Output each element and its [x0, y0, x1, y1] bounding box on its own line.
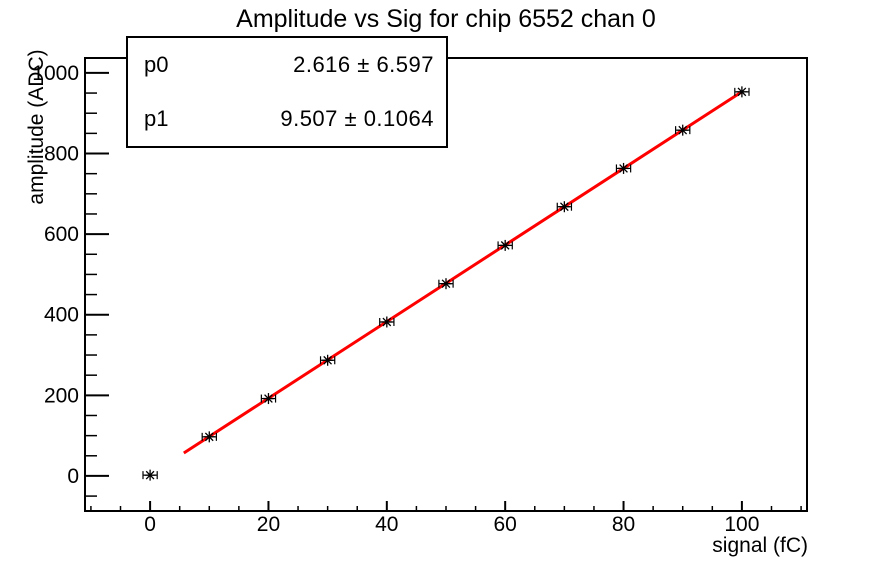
data-point: [675, 124, 691, 136]
x-tick-label: 60: [494, 513, 517, 536]
marker-asterisk: [382, 317, 392, 327]
param-name-p0: p0: [144, 52, 169, 77]
fit-line: [183, 90, 743, 455]
y-tick-label: 400: [44, 304, 79, 327]
marker-asterisk: [145, 470, 155, 480]
y-axis-title: amplitude (ADC): [25, 49, 48, 204]
data-point: [615, 162, 632, 174]
marker-asterisk: [323, 355, 332, 365]
marker-asterisk: [441, 279, 451, 289]
data-point: [201, 431, 217, 443]
data-point: [438, 278, 454, 290]
marker-asterisk: [264, 394, 273, 403]
y-tick-label: 600: [44, 223, 79, 246]
x-tick-label: 100: [724, 513, 759, 536]
data-point: [734, 86, 750, 98]
x-tick-label: 0: [144, 513, 156, 536]
data-point: [142, 469, 158, 481]
data-point: [379, 316, 395, 328]
data-point: [260, 393, 277, 405]
x-tick-label: 40: [375, 513, 398, 536]
y-tick-label: 200: [44, 384, 79, 407]
y-tick-label: 800: [44, 143, 79, 166]
x-tick-label: 80: [612, 513, 635, 536]
y-tick-label: 1000: [32, 62, 79, 85]
param-name-p1: p1: [144, 106, 169, 131]
stat-row-p0: p0 2.616 ± 6.597: [128, 54, 446, 76]
y-tick-label: 0: [67, 465, 79, 488]
chart-title: Amplitude vs Sig for chip 6552 chan 0: [236, 5, 656, 33]
marker-asterisk: [500, 241, 510, 250]
marker-asterisk: [737, 87, 747, 97]
marker-asterisk: [560, 202, 569, 212]
param-value-p1: 9.507 ± 0.1064: [280, 106, 434, 131]
marker-asterisk: [678, 125, 688, 135]
param-value-p0: 2.616 ± 6.597: [293, 52, 434, 77]
data-point: [319, 354, 336, 366]
x-axis-title: signal (fC): [712, 534, 808, 557]
stat-row-p1: p1 9.507 ± 0.1064: [128, 108, 446, 130]
data-point: [556, 201, 573, 213]
fit-stats-box: p0 2.616 ± 6.597 p1 9.507 ± 0.1064: [126, 36, 448, 148]
marker-asterisk: [204, 432, 214, 442]
marker-asterisk: [619, 164, 628, 173]
x-tick-label: 20: [257, 513, 280, 536]
data-point: [497, 239, 513, 251]
